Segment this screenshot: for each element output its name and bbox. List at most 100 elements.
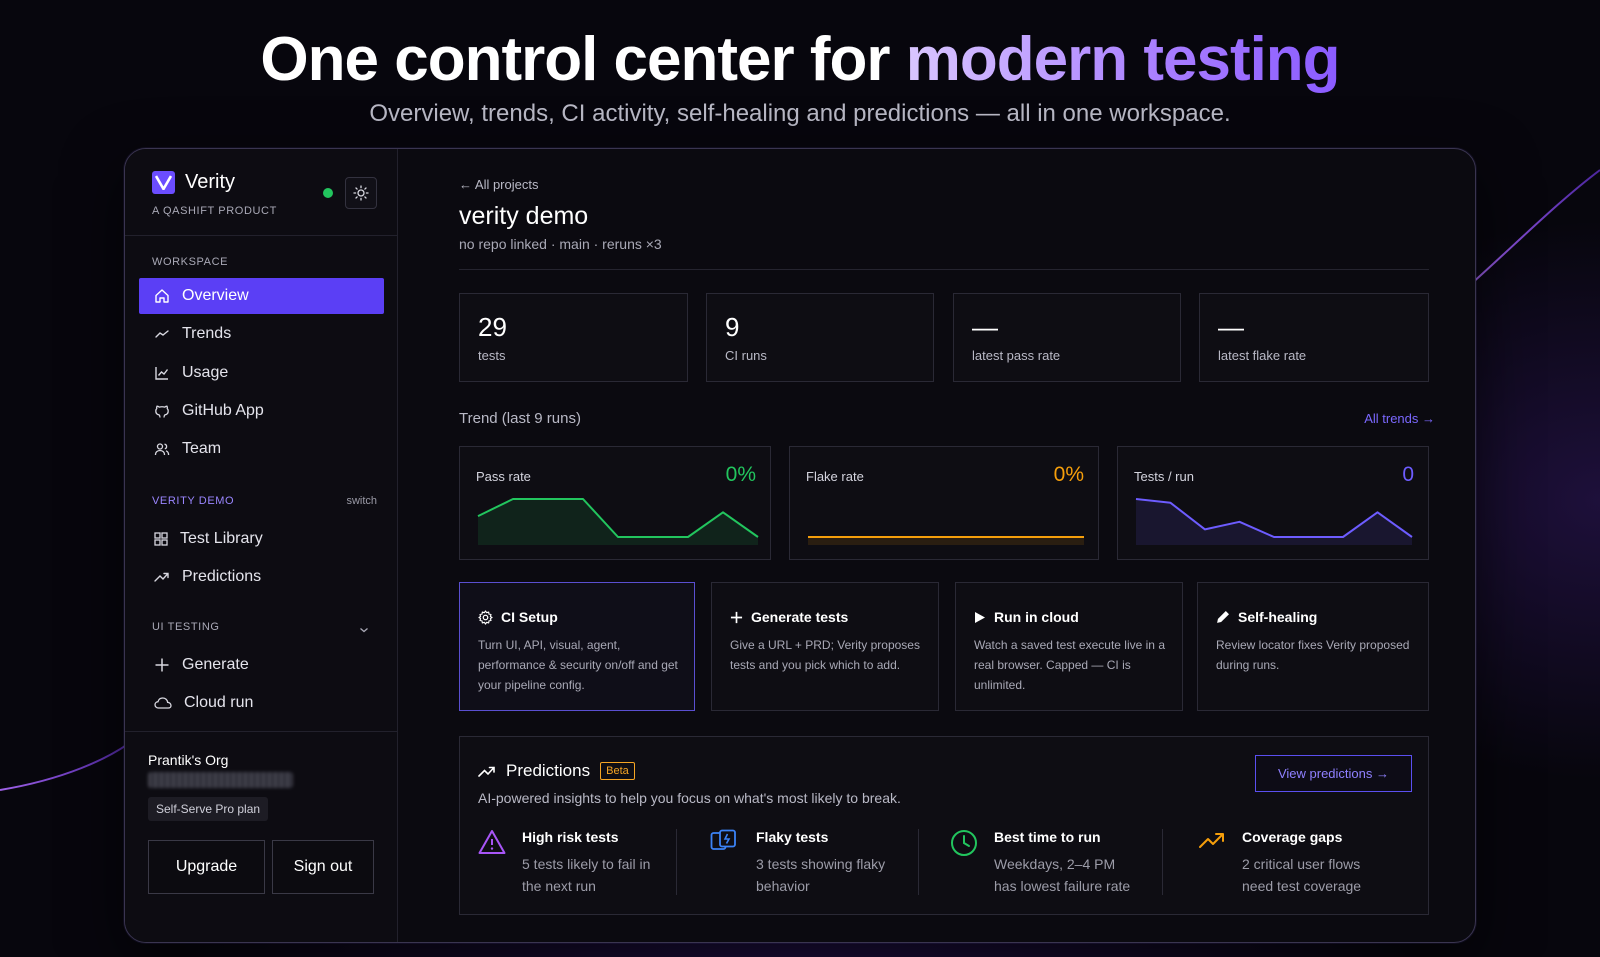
sidebar-item-label: Overview [182, 287, 249, 304]
main-content: ← All projects verity demo no repo linke… [399, 149, 1475, 942]
warning-icon [478, 830, 506, 854]
trend-value: 0% [725, 463, 756, 486]
sidebar-item-cloud-run[interactable]: Cloud run [139, 685, 384, 721]
home-icon [155, 289, 169, 303]
prediction-title: Flaky tests [756, 829, 829, 845]
sparkline-area [1136, 499, 1412, 545]
prediction-coverage-gaps[interactable]: Coverage gaps 2 critical user flows need … [1198, 827, 1408, 897]
sidebar-item-github-app[interactable]: GitHub App [139, 393, 384, 429]
stat-label: latest pass rate [972, 348, 1061, 363]
flaky-icon [710, 829, 736, 850]
plan-badge: Self-Serve Pro plan [148, 797, 269, 821]
predictions-subtitle: AI-powered insights to help you focus on… [478, 790, 901, 806]
theme-toggle-button[interactable] [345, 177, 377, 209]
trending-up-icon [1199, 833, 1224, 848]
trend-card-pass-rate[interactable]: Pass rate 0% [459, 446, 771, 560]
clock-icon [951, 830, 977, 856]
beta-badge: Beta [600, 762, 635, 780]
play-icon [975, 611, 985, 623]
project-meta: no repo linked · main · reruns ×3 [459, 236, 662, 252]
verity-logo-icon [152, 171, 175, 194]
prediction-high-risk[interactable]: High risk tests 5 tests likely to fail i… [478, 827, 668, 897]
upgrade-button[interactable]: Upgrade [148, 840, 265, 894]
brand-name: Verity [185, 171, 236, 193]
hero-title: One control center for modern testing [0, 24, 1600, 95]
sidebar-item-generate[interactable]: Generate [139, 647, 384, 683]
sparkline-flake-rate [808, 536, 1084, 545]
trend-section-label: Trend (last 9 runs) [459, 410, 581, 427]
action-card-generate-tests[interactable]: Generate tests Give a URL + PRD; Verity … [711, 582, 939, 711]
action-desc: Turn UI, API, visual, agent, performance… [478, 638, 678, 692]
sparkline-tests-per-run [1135, 498, 1413, 545]
trend-name: Tests / run [1134, 469, 1194, 484]
prediction-best-time[interactable]: Best time to run Weekdays, 2–4 PM has low… [950, 827, 1160, 897]
action-title: Run in cloud [994, 609, 1079, 625]
ui-testing-collapse-toggle[interactable] [359, 621, 369, 639]
sparkline-area [808, 537, 1084, 545]
stat-value: — [972, 312, 998, 342]
action-desc: Review locator fixes Verity proposed dur… [1216, 638, 1410, 672]
all-projects-link[interactable]: ← All projects [459, 177, 539, 192]
sidebar-item-trends[interactable]: Trends [139, 316, 384, 352]
trend-name: Flake rate [806, 469, 864, 484]
sidebar-item-label: GitHub App [182, 402, 264, 419]
action-card-ci-setup[interactable]: CI Setup Turn UI, API, visual, agent, pe… [459, 582, 695, 711]
prediction-title: Best time to run [994, 829, 1101, 845]
prediction-desc: 3 tests showing flaky behavior [756, 856, 886, 894]
action-head: Run in cloud [974, 609, 1079, 625]
view-predictions-button[interactable]: View predictions → [1255, 755, 1412, 792]
chevron-down-icon [360, 628, 368, 633]
stat-label: tests [478, 348, 506, 363]
stat-card-ci-runs: 9 CI runs [706, 293, 934, 382]
sidebar-item-label: Trends [182, 325, 232, 342]
brand-tagline: A QASHIFT PRODUCT [152, 205, 277, 217]
grid-icon [154, 532, 168, 546]
sidebar-item-team[interactable]: Team [139, 431, 384, 467]
stat-label: CI runs [725, 348, 767, 363]
app-window: Verity A QASHIFT PRODUCT WORKSPACE Overv… [124, 148, 1476, 943]
stat-value: 29 [478, 312, 507, 342]
plus-icon [730, 611, 743, 623]
sparkline-pass-rate [477, 498, 759, 545]
sidebar-item-label: Predictions [182, 568, 262, 585]
action-card-self-healing[interactable]: Self-healing Review locator fixes Verity… [1197, 582, 1429, 711]
action-title: CI Setup [501, 609, 558, 625]
all-trends-link[interactable]: All trends → [1364, 411, 1435, 426]
predictions-header: Predictions Beta [478, 761, 635, 781]
action-desc: Watch a saved test execute live in a rea… [974, 638, 1165, 692]
sidebar-item-overview[interactable]: Overview [139, 278, 384, 314]
sidebar-item-label: Team [182, 440, 222, 457]
main-divider [459, 269, 1429, 270]
prediction-desc: 2 critical user flows need test coverage [1242, 856, 1362, 894]
action-card-run-in-cloud[interactable]: Run in cloud Watch a saved test execute … [955, 582, 1183, 711]
predictions-panel: Predictions Beta AI-powered insights to … [459, 736, 1429, 915]
sidebar-item-label: Usage [182, 364, 229, 381]
prediction-flaky-tests[interactable]: Flaky tests 3 tests showing flaky behavio… [710, 827, 910, 897]
ui-testing-section-label: UI TESTING [152, 621, 220, 633]
trend-value: 0 [1402, 463, 1414, 486]
gear-icon [478, 609, 493, 625]
prediction-desc: Weekdays, 2–4 PM has lowest failure rate [994, 856, 1131, 894]
trend-card-tests-per-run[interactable]: Tests / run 0 [1117, 446, 1429, 560]
sparkline-area [478, 499, 758, 545]
stat-value: 9 [725, 312, 740, 342]
sign-out-button[interactable]: Sign out [272, 840, 374, 894]
sidebar-item-label: Cloud run [184, 694, 254, 711]
sidebar-item-usage[interactable]: Usage [139, 355, 384, 391]
plus-icon [155, 658, 169, 672]
trending-up-icon [154, 572, 169, 582]
trend-name: Pass rate [476, 469, 531, 484]
sidebar-item-predictions[interactable]: Predictions [139, 559, 384, 595]
sidebar: Verity A QASHIFT PRODUCT WORKSPACE Overv… [125, 149, 398, 942]
org-email-redacted [148, 772, 293, 788]
switch-project-link[interactable]: switch [346, 495, 377, 507]
stat-card-pass-rate: — latest pass rate [953, 293, 1181, 382]
project-title: verity demo [459, 202, 589, 230]
hero-title-accent: modern testing [905, 25, 1341, 94]
brand[interactable]: Verity [152, 171, 235, 194]
sparkline-line [1135, 498, 1413, 538]
trend-card-flake-rate[interactable]: Flake rate 0% [789, 446, 1099, 560]
prediction-separator [918, 829, 919, 895]
sidebar-item-test-library[interactable]: Test Library [139, 521, 384, 557]
chart-icon [155, 367, 169, 380]
